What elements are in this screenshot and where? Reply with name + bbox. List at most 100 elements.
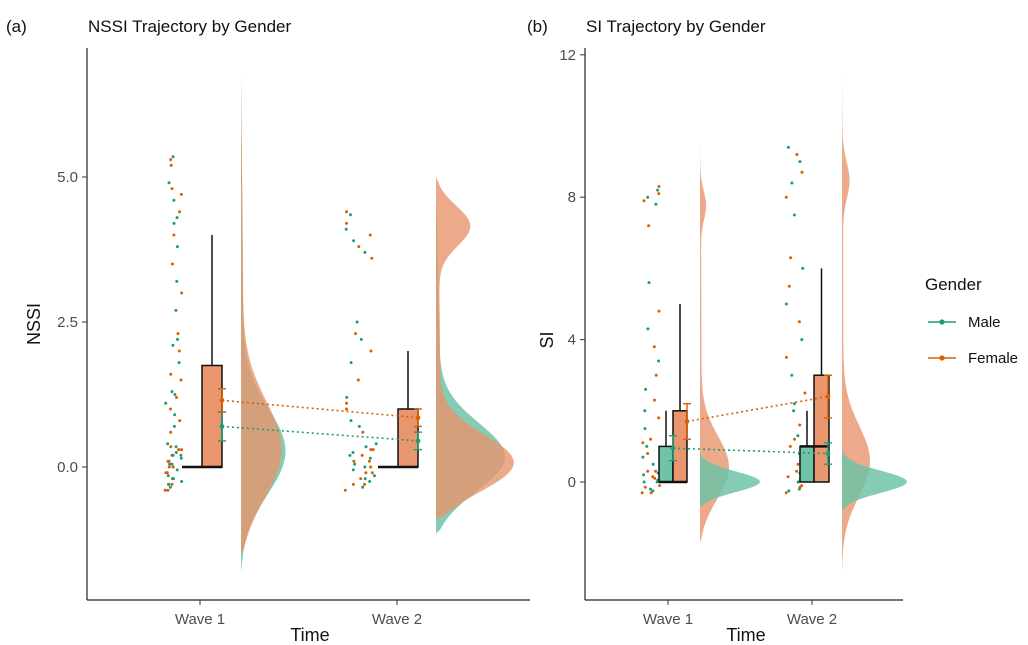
- jitter-point-nssi: [166, 474, 170, 478]
- mean-point-female-si: [684, 419, 690, 424]
- jitter-point-si: [793, 437, 796, 441]
- jitter-point-si: [801, 266, 805, 270]
- jitter-point-nssi: [176, 332, 180, 336]
- jitter-point-si: [641, 441, 645, 445]
- jitter-point-nssi: [357, 424, 361, 428]
- jitter-point-nssi: [170, 462, 174, 466]
- jitter-point-nssi: [354, 332, 357, 336]
- jitter-point-nssi: [175, 468, 179, 472]
- jitter-point-si: [784, 491, 788, 495]
- jitter-point-nssi: [166, 488, 170, 492]
- jitter-point-nssi: [179, 456, 183, 460]
- jitter-point-nssi: [180, 291, 184, 295]
- x-ticks-nssi: Wave 1 Wave 2: [175, 600, 422, 628]
- jitter-point-si: [795, 469, 799, 473]
- jitter-point-nssi: [171, 155, 175, 159]
- jitter-point-si: [796, 434, 800, 438]
- jitter-point-nssi: [180, 480, 184, 483]
- jitter-point-nssi: [371, 448, 375, 452]
- jitter-point-nssi: [172, 221, 176, 225]
- jitter-point-nssi: [363, 465, 367, 469]
- jitter-point-nssi: [177, 448, 181, 452]
- jitter-point-nssi: [357, 245, 361, 249]
- box-female-nssi: [397, 408, 419, 468]
- jitter-point-nssi: [167, 482, 171, 486]
- jitter-point-nssi: [169, 158, 173, 162]
- jitter-point-nssi: [368, 480, 372, 483]
- jitter-point-si: [652, 345, 656, 349]
- jitter-point-si: [651, 475, 655, 479]
- jitter-point-nssi: [170, 262, 174, 266]
- panel-nssi: (a) NSSI Trajectory by Gender 0.02.55.0 …: [6, 17, 530, 645]
- x-axis-title-b: Time: [726, 625, 765, 645]
- jitter-point-nssi: [368, 456, 372, 460]
- y-tick-label-nssi: 2.5: [57, 314, 78, 331]
- jitter-point-si: [657, 185, 661, 188]
- jitter-point-nssi: [166, 442, 170, 446]
- box-female-nssi: [201, 364, 223, 468]
- box-female-si: [813, 374, 830, 483]
- density-male-wave2-si: [842, 449, 907, 511]
- y-ticks-nssi: 0.0 2.5 5.0: [57, 169, 87, 476]
- jitter-point-si: [803, 391, 807, 395]
- jitter-point-si: [649, 487, 652, 491]
- legend-point-female: [939, 355, 945, 361]
- jitter-point-si: [792, 213, 796, 217]
- mean-point-male-nssi: [219, 424, 225, 429]
- jitter-point-nssi: [180, 448, 183, 452]
- jitter-point-si: [798, 423, 802, 427]
- jitter-point-nssi: [168, 462, 172, 466]
- jitter-point-si: [640, 491, 644, 495]
- jitter-point-nssi: [178, 210, 181, 214]
- jitter-point-nssi: [175, 395, 178, 399]
- x-tick-label-si: Wave 2: [787, 611, 837, 628]
- jitter-point-nssi: [369, 349, 373, 353]
- jitter-point-nssi: [343, 488, 347, 492]
- jitter-point-si: [646, 469, 650, 473]
- jitter-point-nssi: [344, 227, 348, 231]
- jitter-point-si: [788, 444, 792, 448]
- jitter-point-si: [786, 475, 790, 479]
- jitter-point-nssi: [169, 445, 173, 449]
- jitter-point-si: [784, 355, 788, 359]
- jitter-point-si: [642, 473, 646, 477]
- jitter-point-nssi: [175, 216, 179, 220]
- panel-b-letter: (b): [527, 17, 548, 36]
- legend-label-male: Male: [968, 314, 1001, 331]
- plot-area-si: [640, 65, 907, 575]
- jitter-point-nssi: [370, 471, 374, 475]
- jitter-point-nssi: [345, 395, 349, 399]
- y-tick-label-nssi: 5.0: [57, 169, 78, 186]
- jitter-point-nssi: [364, 471, 368, 475]
- jitter-point-si: [653, 476, 657, 480]
- jitter-point-nssi: [169, 430, 173, 434]
- legend-item-female: Female: [928, 350, 1018, 367]
- jitter-point-si: [657, 359, 661, 363]
- jitter-point-nssi: [174, 308, 178, 312]
- jitter-point-nssi: [349, 361, 353, 365]
- jitter-point-nssi: [166, 459, 170, 463]
- jitter-point-nssi: [345, 401, 349, 405]
- jitter-point-nssi: [369, 448, 373, 452]
- jitter-point-nssi: [175, 245, 179, 249]
- jitter-point-si: [787, 284, 791, 288]
- jitter-point-si: [795, 153, 799, 156]
- jitter-point-nssi: [361, 430, 365, 434]
- density-female-wave2-si: [842, 65, 871, 575]
- jitter-point-nssi: [169, 163, 173, 167]
- jitter-point-si: [654, 202, 658, 206]
- y-tick-label-nssi: 0.0: [57, 459, 78, 476]
- legend: Gender Male Female: [925, 275, 1018, 367]
- jitter-point-si: [790, 373, 794, 377]
- jitter-point-nssi: [172, 424, 176, 428]
- jitter-point-si: [647, 224, 651, 228]
- jitter-point-nssi: [359, 477, 363, 481]
- y-tick-label-si: 12: [559, 47, 576, 64]
- jitter-point-nssi: [355, 320, 359, 324]
- jitter-point-nssi: [175, 279, 179, 283]
- jitter-point-nssi: [167, 465, 171, 469]
- jitter-point-nssi: [170, 482, 174, 486]
- jitter-point-nssi: [179, 378, 183, 382]
- jitter-point-nssi: [349, 213, 352, 217]
- jitter-point-si: [647, 281, 651, 285]
